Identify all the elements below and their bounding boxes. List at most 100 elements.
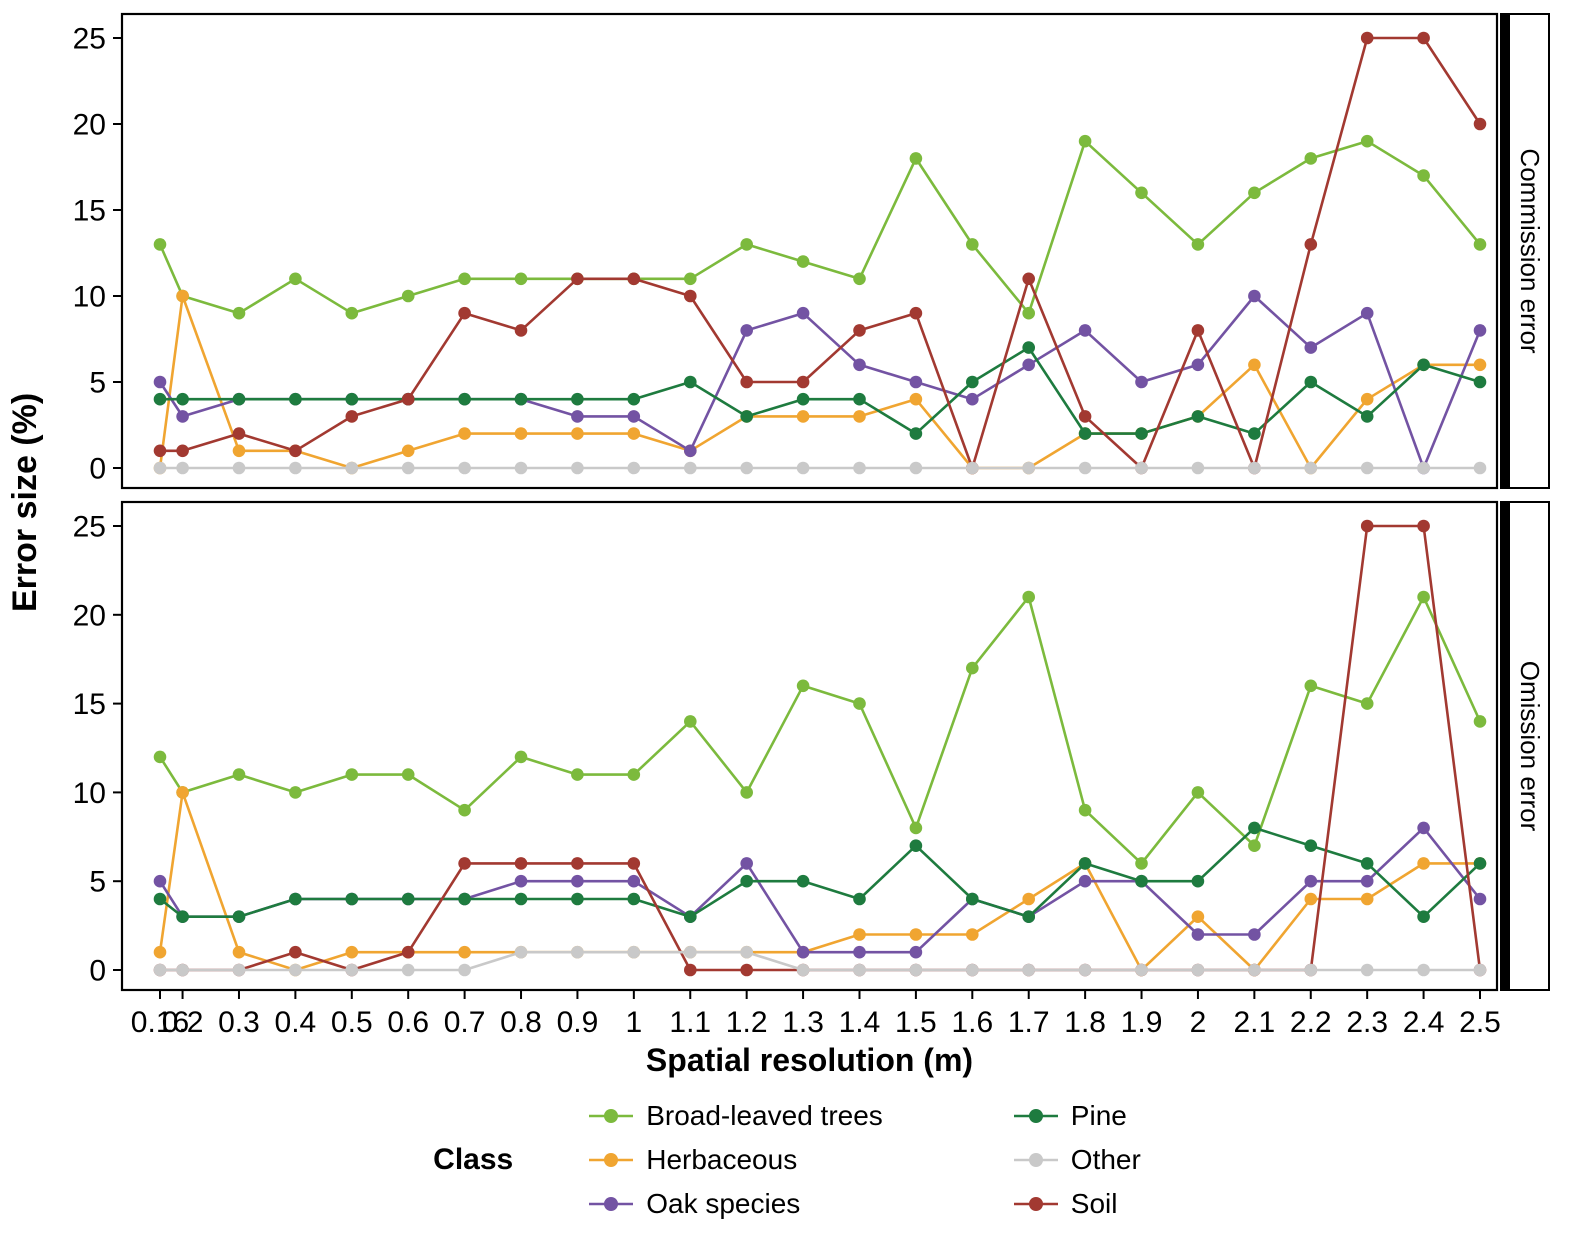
series-point-pine [853,892,866,906]
series-point-soil [176,444,189,458]
x-tick-label: 1.7 [1008,1006,1050,1039]
series-point-other [514,461,528,475]
series-point-herbaceous [458,427,471,440]
y-tick-label: 15 [73,195,106,228]
series-point-pine [1248,821,1261,835]
series-point-soil [153,444,167,458]
series-point-pine [401,892,415,906]
series-point-herbaceous [458,945,471,959]
x-tick-label: 0.3 [218,1006,260,1039]
series-point-other [514,945,528,959]
series-point-other [853,963,866,977]
series-point-other [458,461,471,475]
series-point-broad-leaved-trees [1304,679,1318,693]
y-tick-label: 25 [73,23,106,56]
series-point-broad-leaved-trees [1360,697,1374,710]
legend-item-label: Other [1070,1144,1141,1175]
legend-item-oak-species: Oak species [588,1188,883,1220]
x-tick-label: 1.2 [726,1006,768,1039]
series-point-oak-species [1135,375,1148,389]
series-point-soil [1417,31,1430,45]
series-point-soil [1022,272,1035,286]
series-point-pine [176,392,189,406]
strip-bar [1501,14,1510,488]
series-point-broad-leaved-trees [153,238,167,251]
x-tick-label: 2.2 [1290,1006,1332,1039]
legend-item-pine: Pine [1013,1100,1141,1132]
strip-label: Commission error [1515,148,1545,353]
series-point-pine [345,892,359,906]
series-point-broad-leaved-trees [1191,786,1205,799]
series-point-pine [232,910,246,923]
series-point-soil [1360,519,1374,533]
series-point-pine [853,392,866,406]
y-tick-label: 5 [89,866,106,899]
series-point-other [1022,963,1035,977]
series-point-pine [458,392,471,406]
series-point-pine [1191,410,1205,423]
series-point-other [966,461,979,475]
series-point-broad-leaved-trees [232,306,246,320]
series-point-oak-species [909,375,923,389]
series-point-pine [909,839,923,852]
series-point-pine [684,910,697,923]
series-point-oak-species [627,874,641,888]
legend-item-label: Soil [1070,1188,1118,1219]
x-tick-label: 2.3 [1346,1006,1388,1039]
series-point-broad-leaved-trees [796,679,810,693]
series-point-pine [1022,910,1035,923]
series-point-other [909,461,923,475]
series-point-broad-leaved-trees [740,238,753,251]
series-point-herbaceous [401,444,415,458]
panel-omission-error: 0 5 10 15 20 25 Omission error [73,500,1550,992]
series-point-broad-leaved-trees [1135,186,1148,200]
series-point-soil [627,857,641,870]
series-point-pine [1360,857,1374,870]
series-point-oak-species [571,410,584,423]
series-point-pine [1304,375,1318,389]
series-point-other [1022,461,1035,475]
series-point-pine [289,892,302,906]
series-point-herbaceous [1360,892,1374,906]
series-point-other [1135,461,1148,475]
y-tick-label: 25 [73,511,106,544]
legend-line-dot-icon [589,1109,634,1123]
x-tick-label: 2.1 [1233,1006,1275,1039]
series-point-herbaceous [853,410,866,423]
series-point-broad-leaved-trees [627,768,641,781]
series-point-pine [966,892,979,906]
series-point-soil [289,945,302,959]
series-point-soil [571,272,584,286]
series-point-herbaceous [571,427,584,440]
series-point-other [1078,963,1092,977]
strip-label: Omission error [1515,661,1545,832]
series-point-oak-species [153,375,167,389]
series-point-oak-species [684,444,697,458]
series-point-soil [514,324,528,337]
series-point-soil [740,375,753,389]
series-point-other [1417,461,1430,475]
strip-border [1500,501,1550,991]
series-point-other [627,945,641,959]
series-point-oak-species [1248,928,1261,941]
series-point-oak-species [153,874,167,888]
series-point-pine [684,375,697,389]
series-point-broad-leaved-trees [571,768,584,781]
series-point-broad-leaved-trees [1473,238,1487,251]
x-tick-label: 0.9 [557,1006,599,1039]
series-point-other [796,461,810,475]
series-point-oak-species [176,410,189,423]
series-point-other [232,461,246,475]
series-point-broad-leaved-trees [1417,169,1430,182]
series-point-broad-leaved-trees [1360,134,1374,148]
series-point-other [796,963,810,977]
series-point-broad-leaved-trees [1417,590,1430,604]
series-point-pine [740,874,753,888]
series-point-herbaceous [1191,910,1205,923]
series-point-oak-species [1022,358,1035,372]
series-point-pine [153,892,167,906]
x-axis: 0.160.2 0.3 0.4 0.5 0.6 0.7 0.8 0.9 1 1.1 1.2 1.3 1.… [131,990,1501,1039]
series-point-other [966,963,979,977]
series-point-other [1360,461,1374,475]
